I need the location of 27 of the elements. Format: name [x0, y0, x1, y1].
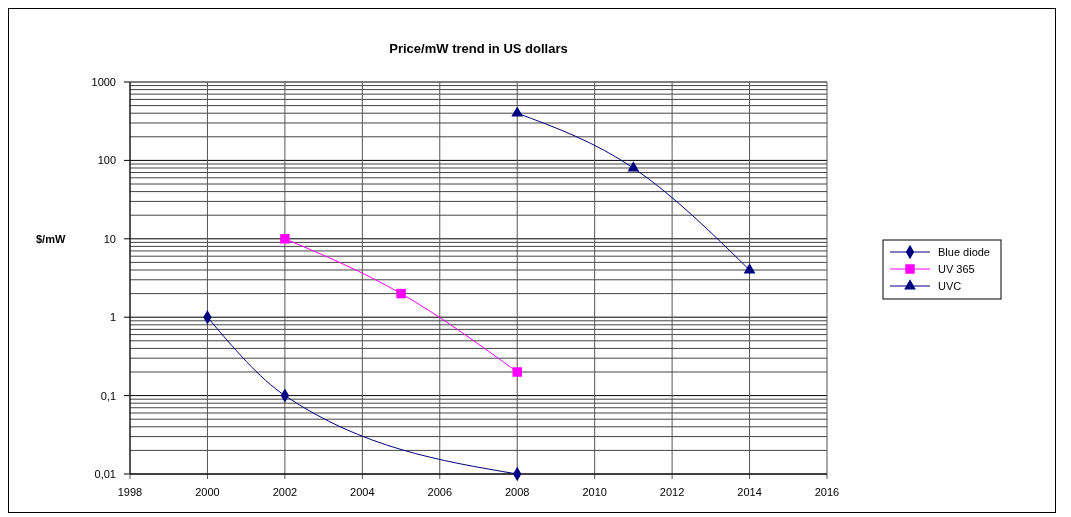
point	[512, 367, 522, 377]
x-tick-label: 1998	[117, 486, 143, 498]
point	[743, 263, 756, 274]
point	[396, 288, 406, 299]
legend-label: UVC	[938, 280, 962, 292]
x-tick-label: 2002	[272, 486, 298, 498]
y-tick-label: 100	[97, 154, 116, 167]
x-tick-label: 2012	[659, 486, 685, 498]
x-tick-label: 2010	[582, 486, 607, 498]
y-tick-label: 1	[109, 311, 116, 324]
x-tick-label: 2006	[427, 486, 453, 498]
y-tick-label: 0,01	[94, 468, 116, 480]
y-tick-label: 0,1	[100, 389, 116, 402]
x-tick-label: 2016	[814, 486, 840, 498]
x-tick-label: 2014	[737, 486, 762, 498]
legend-label: UV 365	[938, 263, 975, 275]
point	[627, 161, 640, 172]
x-tick-label: 2004	[350, 486, 375, 498]
point	[511, 106, 524, 117]
x-tick-label: 2000	[195, 486, 220, 498]
y-tick-label: 1000	[91, 76, 116, 88]
y-axis-title: $/mW	[36, 232, 66, 245]
chart-title: Price/mW trend in US dollars	[389, 41, 568, 56]
legend-label: Blue diode	[938, 246, 990, 258]
y-tick-label: 10	[103, 232, 116, 245]
point	[280, 234, 290, 244]
x-tick-label: 2008	[504, 486, 530, 498]
